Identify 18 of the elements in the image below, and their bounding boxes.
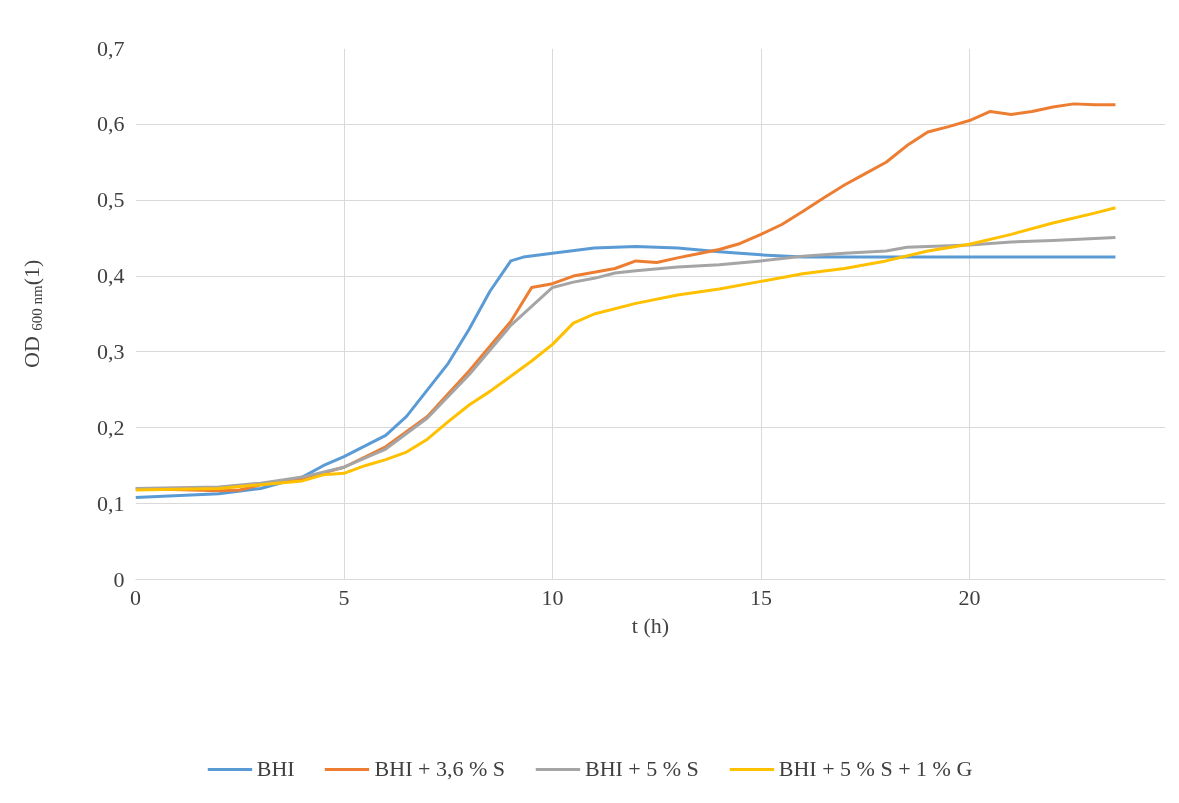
legend-label: BHI + 3,6 % S <box>374 756 505 782</box>
legend-label: BHI <box>256 756 295 782</box>
x-tick-label: 10 <box>541 584 564 610</box>
x-tick-label: 15 <box>750 584 773 610</box>
x-tick-label: 5 <box>338 584 350 610</box>
y-tick-label: 0,2 <box>97 414 125 440</box>
x-tick-label: 0 <box>130 584 141 610</box>
legend-label: BHI + 5 % S <box>584 756 699 782</box>
y-tick-label: 0,3 <box>97 338 125 364</box>
y-tick-label: 0,1 <box>97 490 125 516</box>
x-axis-title: t (h) <box>631 612 670 638</box>
y-tick-label: 0,7 <box>97 35 125 61</box>
y-tick-label: 0,6 <box>97 111 125 137</box>
y-tick-label: 0 <box>113 566 125 592</box>
y-tick-label: 0,4 <box>97 263 125 289</box>
legend-label: BHI + 5 % S + 1 % G <box>778 756 973 782</box>
y-tick-label: 0,5 <box>97 187 125 213</box>
x-tick-label: 20 <box>958 584 981 610</box>
